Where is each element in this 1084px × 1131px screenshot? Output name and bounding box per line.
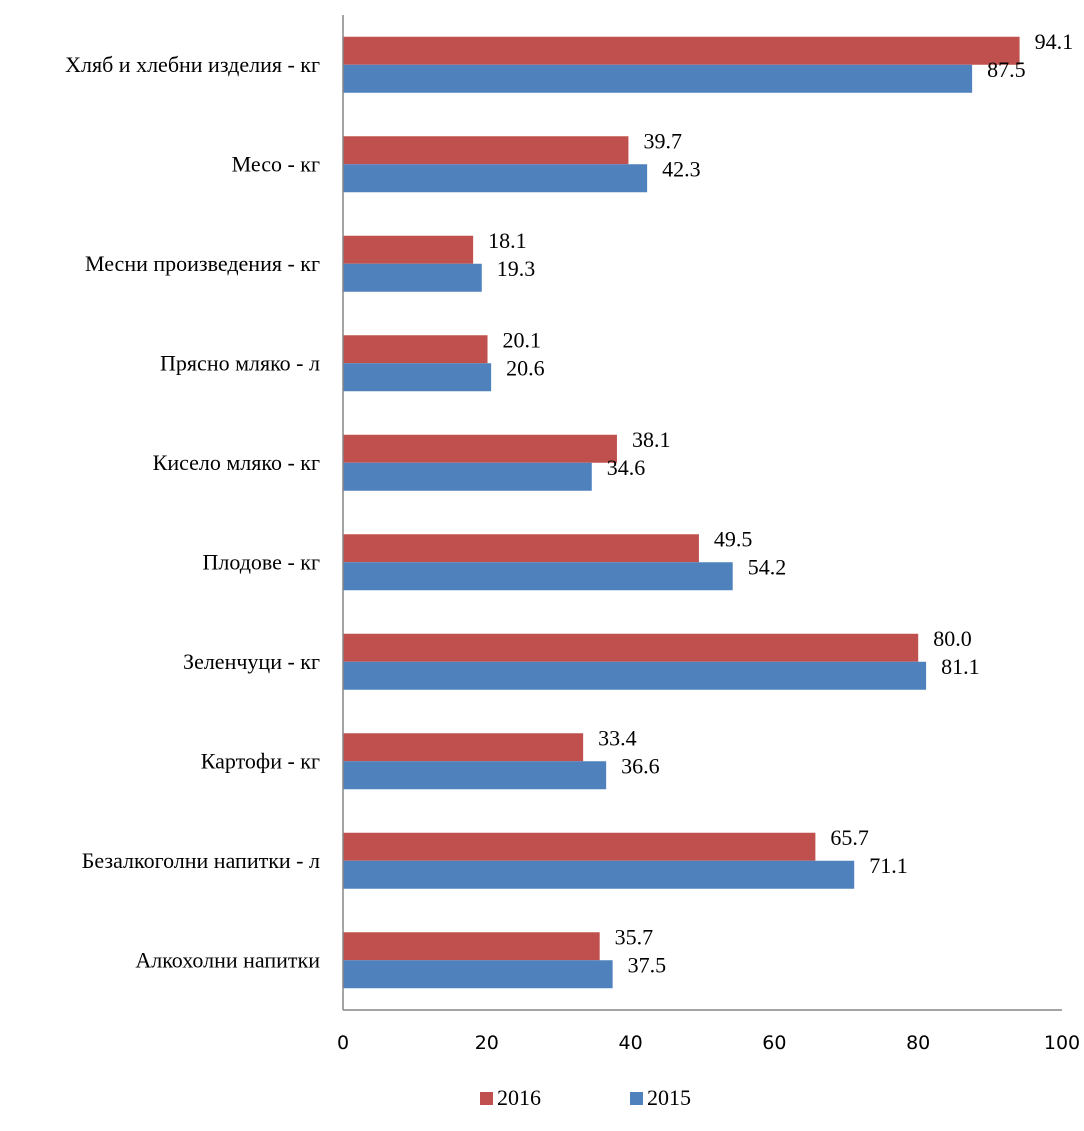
value-label-2016: 35.7	[615, 924, 654, 949]
value-label-2016: 49.5	[714, 526, 753, 551]
x-axis-ticks: 0 20 40 60 80 100	[337, 1032, 1080, 1054]
value-label-2016: 94.1	[1035, 29, 1074, 54]
value-label-2015: 71.1	[869, 853, 908, 878]
category-label: Безалкоголни напитки - л	[82, 848, 320, 873]
bar-2015	[343, 562, 733, 591]
category-label: Месни произведения - кг	[85, 251, 320, 276]
bar-2015	[343, 761, 607, 790]
bar-2015	[343, 860, 855, 889]
x-tick-label: 20	[475, 1032, 499, 1054]
value-label-2016: 65.7	[830, 825, 869, 850]
legend-swatch-2015	[630, 1091, 643, 1105]
value-label-2015: 19.3	[497, 256, 535, 281]
value-label-2015: 42.3	[662, 156, 701, 181]
bar-2016	[343, 633, 919, 662]
bar-2015	[343, 661, 927, 690]
legend-swatch-2016	[480, 1091, 493, 1105]
category-label: Плодове - кг	[203, 549, 321, 574]
value-label-2016: 38.1	[632, 427, 671, 452]
value-label-2016: 33.4	[598, 725, 637, 750]
category-label: Месо - кг	[232, 151, 320, 176]
value-label-2015: 20.6	[506, 355, 545, 380]
value-label-2015: 81.1	[941, 654, 980, 679]
bar-2015	[343, 64, 973, 93]
bar-2016	[343, 36, 1020, 65]
category-label: Зеленчуци - кг	[183, 649, 320, 674]
bar-2016	[343, 733, 584, 762]
bars-group	[343, 36, 1020, 989]
bar-2016	[343, 136, 629, 165]
category-label: Хляб и хлебни изделия - кг	[65, 52, 320, 77]
value-label-2015: 37.5	[628, 952, 667, 977]
legend-item-2015: 2015	[630, 1085, 691, 1111]
category-label: Прясно мляко - л	[160, 350, 320, 375]
bar-2015	[343, 960, 613, 989]
value-label-2015: 36.6	[621, 753, 660, 778]
category-label: Кисело мляко - кг	[153, 450, 320, 475]
category-label: Алкохолни напитки	[135, 947, 320, 972]
x-tick-label: 100	[1044, 1032, 1080, 1054]
legend-item-2016: 2016	[480, 1085, 541, 1111]
bar-2016	[343, 335, 488, 364]
value-label-2015: 87.5	[987, 57, 1026, 82]
category-labels: Хляб и хлебни изделия - кг Месо - кг Месни…	[65, 52, 320, 973]
x-tick-label: 60	[762, 1032, 786, 1054]
x-tick-label: 0	[337, 1032, 349, 1054]
bar-2015	[343, 363, 492, 392]
value-label-2015: 54.2	[748, 554, 787, 579]
bar-2016	[343, 235, 474, 264]
category-label: Картофи - кг	[201, 748, 320, 773]
bar-2016	[343, 832, 816, 861]
value-label-2016: 39.7	[643, 128, 682, 153]
bar-2016	[343, 932, 600, 961]
bar-2015	[343, 462, 592, 491]
legend-label-2016: 2016	[497, 1085, 541, 1110]
value-label-2015: 34.6	[607, 455, 646, 480]
bar-chart: Хляб и хлебни изделия - кг Месо - кг Месни…	[65, 15, 1080, 1054]
bar-2015	[343, 263, 482, 292]
value-label-2016: 80.0	[933, 626, 972, 651]
value-label-2016: 20.1	[503, 327, 542, 352]
bar-2015	[343, 164, 648, 193]
bar-2016	[343, 534, 699, 563]
x-tick-label: 40	[619, 1032, 643, 1054]
value-labels: 94.1 87.5 39.7 42.3 18.1 19.3 20.1 20.6 38.1 34.6…	[488, 29, 1073, 978]
legend-label-2015: 2015	[647, 1085, 691, 1110]
x-tick-label: 80	[906, 1032, 930, 1054]
bar-2016	[343, 434, 617, 463]
legend: 2016 2015	[0, 1085, 1084, 1125]
value-label-2016: 18.1	[488, 228, 527, 253]
